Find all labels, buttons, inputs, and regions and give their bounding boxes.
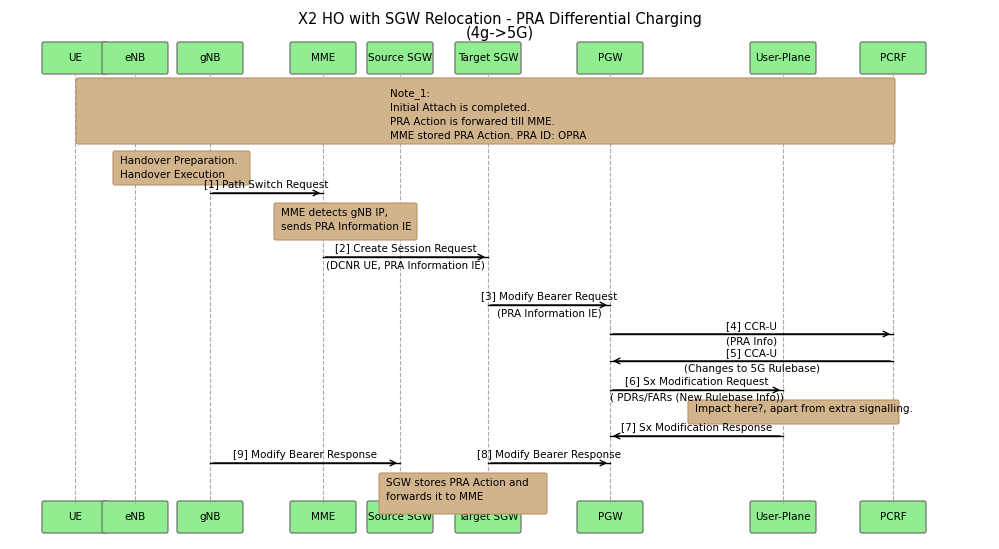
Text: Note_1:
Initial Attach is completed.
PRA Action is forwared till MME.
MME stored: Note_1: Initial Attach is completed. PRA… [390,88,586,141]
Text: [7] Sx Modification Response: [7] Sx Modification Response [620,423,772,433]
FancyBboxPatch shape [577,501,643,533]
Text: UE: UE [68,53,82,63]
FancyBboxPatch shape [102,42,168,74]
FancyBboxPatch shape [688,400,899,424]
FancyBboxPatch shape [750,501,816,533]
Text: [1] Path Switch Request: [1] Path Switch Request [205,180,329,190]
FancyBboxPatch shape [455,501,521,533]
Text: Target SGW: Target SGW [458,53,518,63]
FancyBboxPatch shape [113,151,250,185]
Text: gNB: gNB [199,512,221,522]
Text: PGW: PGW [597,53,622,63]
Text: [8] Modify Bearer Response: [8] Modify Bearer Response [477,450,621,460]
Text: X2 HO with SGW Relocation - PRA Differential Charging: X2 HO with SGW Relocation - PRA Differen… [298,12,701,27]
Text: PCRF: PCRF [880,53,906,63]
FancyBboxPatch shape [455,42,521,74]
FancyBboxPatch shape [750,42,816,74]
FancyBboxPatch shape [42,42,108,74]
Text: eNB: eNB [124,512,146,522]
Text: UE: UE [68,512,82,522]
Text: ( PDRs/FARs (New Rulebase Info)): ( PDRs/FARs (New Rulebase Info)) [609,393,783,403]
Text: [9] Modify Bearer Response: [9] Modify Bearer Response [233,450,377,460]
Text: [4] CCR-U: [4] CCR-U [726,321,777,331]
FancyBboxPatch shape [577,42,643,74]
FancyBboxPatch shape [290,42,356,74]
Text: (4g->5G): (4g->5G) [466,26,533,41]
Text: PGW: PGW [597,512,622,522]
FancyBboxPatch shape [367,42,433,74]
Text: Impact here?, apart from extra signalling.: Impact here?, apart from extra signallin… [695,404,913,414]
FancyBboxPatch shape [860,501,926,533]
Text: MME: MME [311,512,335,522]
Text: User-Plane: User-Plane [755,512,811,522]
Text: [6] Sx Modification Request: [6] Sx Modification Request [624,377,768,387]
Text: gNB: gNB [199,53,221,63]
Text: MME: MME [311,53,335,63]
Text: (DCNR UE, PRA Information IE): (DCNR UE, PRA Information IE) [326,260,485,270]
Text: Source SGW: Source SGW [368,53,432,63]
FancyBboxPatch shape [177,42,243,74]
Text: (PRA Information IE): (PRA Information IE) [497,308,601,318]
Text: Source SGW: Source SGW [368,512,432,522]
Text: eNB: eNB [124,53,146,63]
FancyBboxPatch shape [860,42,926,74]
FancyBboxPatch shape [274,203,417,240]
Text: [5] CCA-U: [5] CCA-U [726,348,777,358]
FancyBboxPatch shape [76,78,895,144]
Text: SGW stores PRA Action and
forwards it to MME: SGW stores PRA Action and forwards it to… [386,478,528,502]
Text: [2] Create Session Request: [2] Create Session Request [335,244,477,254]
Text: User-Plane: User-Plane [755,53,811,63]
FancyBboxPatch shape [177,501,243,533]
Text: (Changes to 5G Rulebase): (Changes to 5G Rulebase) [683,364,819,374]
FancyBboxPatch shape [367,501,433,533]
Text: [3] Modify Bearer Request: [3] Modify Bearer Request [481,292,617,302]
FancyBboxPatch shape [102,501,168,533]
Text: PCRF: PCRF [880,512,906,522]
FancyBboxPatch shape [290,501,356,533]
FancyBboxPatch shape [42,501,108,533]
Text: Handover Preparation.
Handover Execution: Handover Preparation. Handover Execution [120,156,238,180]
FancyBboxPatch shape [379,473,547,514]
Text: Target SGW: Target SGW [458,512,518,522]
Text: MME detects gNB IP,
sends PRA Information IE: MME detects gNB IP, sends PRA Informatio… [281,208,412,232]
Text: (PRA Info): (PRA Info) [726,337,777,347]
